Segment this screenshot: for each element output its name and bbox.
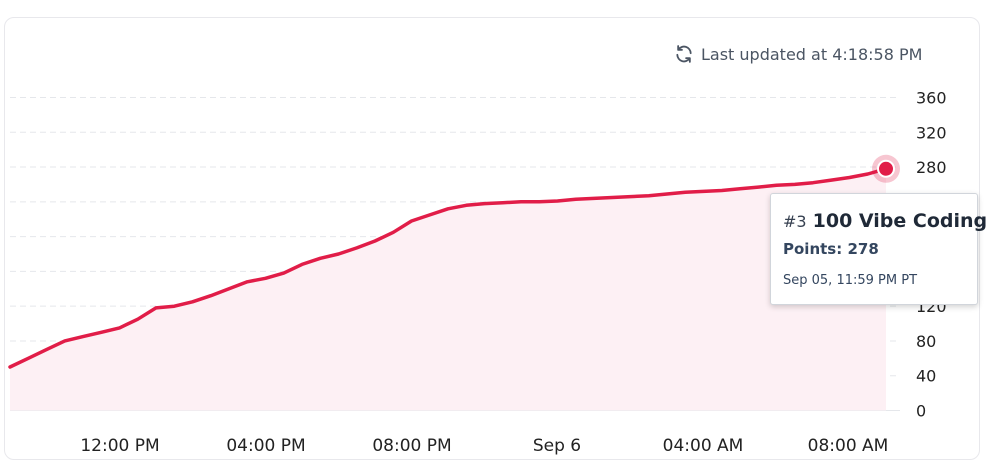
refresh-icon[interactable] — [674, 44, 694, 64]
x-tick-label: 08:00 AM — [808, 436, 889, 456]
y-tick-label: 80 — [916, 332, 936, 351]
x-tick-label: Sep 6 — [533, 436, 581, 456]
tooltip-name: 100 Vibe Coding — [812, 210, 987, 232]
tooltip-rank: #3 — [783, 212, 807, 231]
y-tick-label: 320 — [916, 123, 947, 142]
tooltip-date: Sep 05, 11:59 PM PT — [783, 273, 918, 288]
series-area — [10, 168, 886, 411]
y-tick-label: 360 — [916, 89, 947, 108]
x-tick-label: 04:00 AM — [663, 436, 744, 456]
tooltip-title: #3 100 Vibe Coding — [783, 210, 987, 232]
x-tick-label: 08:00 PM — [372, 436, 451, 456]
y-tick-label: 0 — [916, 402, 926, 421]
data-tooltip: #3 100 Vibe Coding Points: 278 Sep 05, 1… — [770, 193, 987, 305]
x-tick-label: 12:00 PM — [80, 436, 159, 456]
last-updated[interactable]: Last updated at 4:18:58 PM — [674, 44, 922, 64]
y-tick-label: 280 — [916, 158, 947, 177]
series-line — [8, 167, 888, 369]
highlight-point[interactable] — [877, 159, 895, 178]
y-tick-label: 40 — [916, 367, 936, 386]
tooltip-points: Points: 278 — [783, 240, 879, 258]
x-tick-label: 04:00 PM — [226, 436, 305, 456]
last-updated-label: Last updated at 4:18:58 PM — [701, 44, 923, 64]
x-axis: 12:00 PM 04:00 PM 08:00 PM Sep 6 04:00 AM 08:… — [80, 436, 888, 456]
